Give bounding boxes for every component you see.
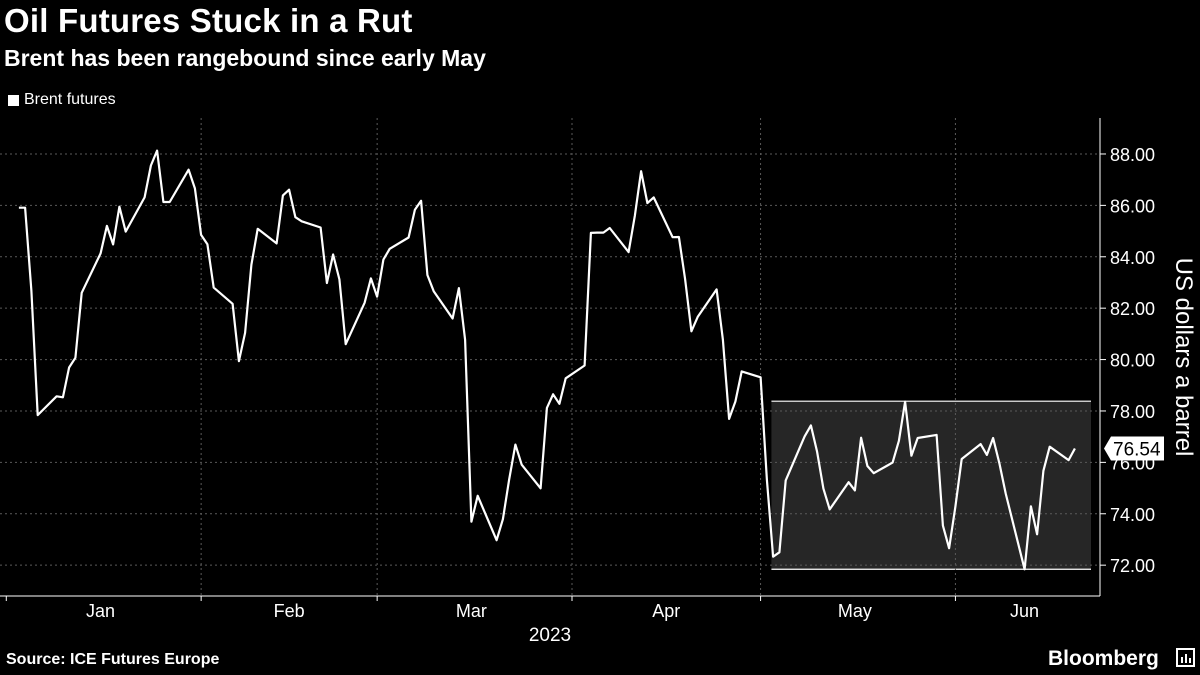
- x-tick-label: Jan: [86, 601, 115, 621]
- y-tick-label: 82.00: [1110, 299, 1155, 319]
- brand-logo-text: Bloomberg: [1048, 647, 1159, 670]
- y-tick-label: 78.00: [1110, 402, 1155, 422]
- x-tick-label: Apr: [652, 601, 680, 621]
- legend-swatch: [8, 94, 19, 106]
- y-tick-label: 86.00: [1110, 196, 1155, 216]
- y-tick-label: 80.00: [1110, 351, 1155, 371]
- last-value-label: 76.54: [1113, 439, 1161, 460]
- x-tick-label: Jun: [1010, 601, 1039, 621]
- x-tick-label: May: [838, 601, 872, 621]
- range-box: [771, 401, 1091, 570]
- y-axis-title: US dollars a barrel: [1170, 258, 1197, 457]
- x-tick-label: Mar: [456, 601, 487, 621]
- legend: Brent futures: [8, 91, 116, 109]
- y-tick-label: 72.00: [1110, 556, 1155, 576]
- x-axis-title: 2023: [529, 625, 571, 646]
- bloomberg-terminal-icon: [1176, 648, 1195, 667]
- chart-title: Oil Futures Stuck in a Rut: [4, 2, 413, 39]
- y-tick-label: 84.00: [1110, 248, 1155, 268]
- x-tick-label: Feb: [274, 601, 305, 621]
- legend-label: Brent futures: [24, 91, 116, 108]
- source-note: Source: ICE Futures Europe: [6, 651, 220, 668]
- chart-subtitle: Brent has been rangebound since early Ma…: [4, 45, 486, 71]
- series-line-brent-futures: [18, 149, 1076, 571]
- y-tick-label: 88.00: [1110, 145, 1155, 165]
- y-tick-label: 74.00: [1110, 505, 1155, 525]
- last-value-badge: [1104, 436, 1164, 461]
